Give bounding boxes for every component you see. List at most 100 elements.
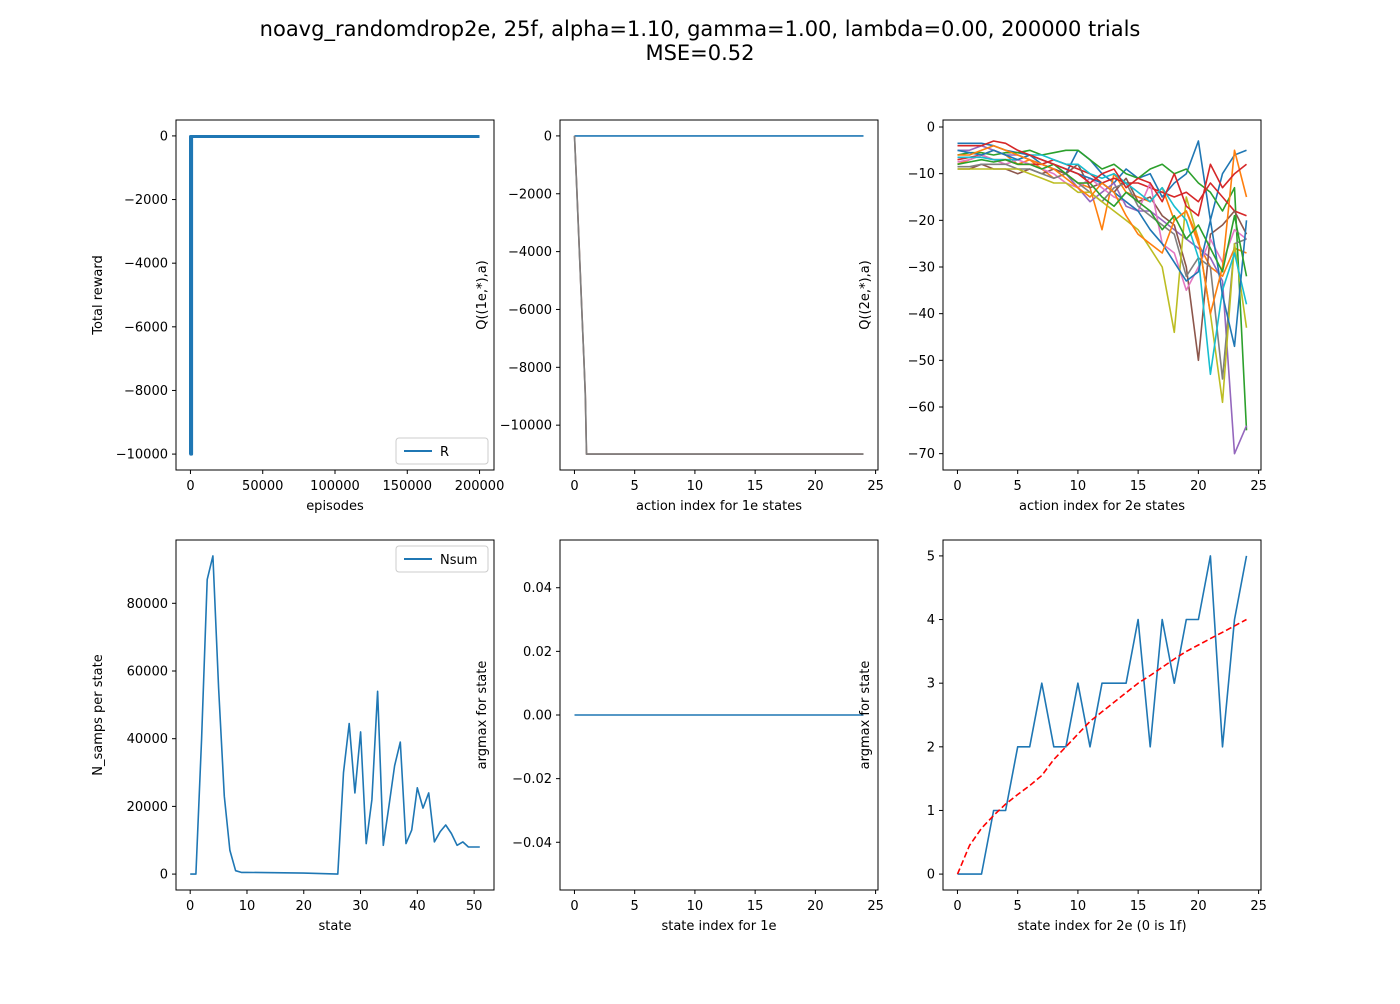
y-tick-label: 0 bbox=[160, 868, 168, 883]
x-tick-label: 20 bbox=[807, 899, 824, 914]
figure-subtitle-mse: MSE=0.52 bbox=[645, 41, 755, 65]
x-tick-label: 20 bbox=[807, 479, 824, 494]
series-line-8 bbox=[957, 168, 1248, 404]
y-tick-label: 4 bbox=[927, 613, 935, 628]
x-tick-label: 50000 bbox=[242, 479, 283, 494]
y-tick-label: −8000 bbox=[508, 361, 552, 376]
x-tick-label: 30 bbox=[352, 899, 369, 914]
x-tick-label: 10 bbox=[687, 479, 704, 494]
series-group bbox=[190, 555, 480, 875]
x-axis-label: action index for 1e states bbox=[636, 499, 802, 514]
series-line-2 bbox=[573, 135, 864, 455]
legend: Nsum bbox=[395, 545, 489, 573]
y-tick-label: 1 bbox=[927, 804, 935, 819]
legend-label: R bbox=[440, 445, 449, 460]
series-group bbox=[189, 135, 480, 456]
subplot-total-reward: 0 50000 100000 150000 200000 0 −2000 −4000 −6000… bbox=[91, 119, 505, 514]
y-tick-label: 0 bbox=[927, 121, 935, 136]
x-tick-label: 10 bbox=[1070, 479, 1087, 494]
series-line-r bbox=[189, 135, 480, 456]
y-tick-label: 3 bbox=[927, 677, 935, 692]
x-tick-label: 20 bbox=[295, 899, 312, 914]
x-axis-label: state index for 1e bbox=[661, 919, 776, 934]
axes-frame bbox=[942, 539, 1262, 891]
y-tick-label: −30 bbox=[908, 261, 935, 276]
x-axis-label: state index for 2e (0 is 1f) bbox=[1017, 919, 1186, 934]
x-tick-label: 5 bbox=[631, 899, 639, 914]
y-tick-label: 0 bbox=[160, 129, 168, 144]
x-tick-label: 15 bbox=[1130, 479, 1147, 494]
x-tick-label: 25 bbox=[867, 899, 884, 914]
y-tick-label: −2000 bbox=[508, 187, 552, 202]
x-tick-label: 0 bbox=[953, 899, 961, 914]
y-axis-label: Total reward bbox=[91, 255, 106, 336]
subplot-q-1e: 0 5 10 15 20 25 0 −2000 −4000 −6000 −8000 −10000 act… bbox=[475, 119, 884, 514]
x-tick-label: 40 bbox=[409, 899, 426, 914]
series-line-nsum bbox=[190, 555, 480, 875]
y-tick-label: 0.02 bbox=[523, 645, 552, 660]
x-tick-label: 0 bbox=[570, 479, 578, 494]
x-tick-label: 10 bbox=[1070, 899, 1087, 914]
series-line-13 bbox=[957, 140, 1247, 217]
x-tick-label: 10 bbox=[687, 899, 704, 914]
subplot-n-samps: 0 10 20 30 40 50 0 20000 40000 60000 80000 state N_s… bbox=[91, 539, 495, 934]
subplot-q-2e: 0 5 10 15 20 25 0 −10 −20 −30 −40 −50 −60 −70 action i… bbox=[858, 119, 1267, 514]
y-tick-label: −10 bbox=[908, 167, 935, 182]
x-tick-label: 0 bbox=[186, 899, 194, 914]
y-tick-label: 5 bbox=[927, 549, 935, 564]
y-tick-label: −6000 bbox=[508, 303, 552, 318]
x-tick-label: 15 bbox=[1130, 899, 1147, 914]
x-tick-label: 5 bbox=[631, 479, 639, 494]
y-axis-label: Q((1e,*),a) bbox=[475, 260, 490, 330]
axes-frame bbox=[559, 119, 879, 471]
y-tick-label: −4000 bbox=[508, 245, 552, 260]
x-tick-label: 25 bbox=[867, 479, 884, 494]
series-group bbox=[957, 140, 1248, 455]
series-line-12 bbox=[957, 158, 1248, 277]
x-tick-label: 5 bbox=[1014, 479, 1022, 494]
x-tick-label: 20 bbox=[1190, 899, 1207, 914]
series-line-2 bbox=[957, 149, 1248, 431]
x-tick-label: 20 bbox=[1190, 479, 1207, 494]
series-line-1 bbox=[956, 618, 1247, 875]
y-tick-label: −8000 bbox=[124, 384, 168, 399]
x-axis-label: action index for 2e states bbox=[1019, 499, 1185, 514]
x-tick-label: 0 bbox=[953, 479, 961, 494]
axes-frame bbox=[942, 119, 1262, 471]
y-tick-label: −60 bbox=[908, 401, 935, 416]
series-group bbox=[573, 135, 864, 455]
series-line-11 bbox=[957, 144, 1248, 315]
y-tick-label: −10000 bbox=[500, 419, 552, 434]
subplot-argmax-2e: 0 5 10 15 20 25 0 1 2 3 4 5 state index for 2e (0 is… bbox=[858, 539, 1267, 934]
y-axis-label: Q((2e,*),a) bbox=[858, 260, 873, 330]
y-tick-label: −0.02 bbox=[512, 772, 552, 787]
y-tick-label: 0.00 bbox=[523, 709, 552, 724]
y-tick-label: −2000 bbox=[124, 193, 168, 208]
y-tick-label: −0.04 bbox=[512, 836, 552, 851]
y-tick-label: −40 bbox=[908, 307, 935, 322]
y-tick-label: −20 bbox=[908, 214, 935, 229]
y-tick-label: 80000 bbox=[127, 597, 168, 612]
series-line-0 bbox=[957, 555, 1248, 875]
legend: R bbox=[395, 437, 489, 465]
y-tick-label: 0 bbox=[544, 129, 552, 144]
figure-title: noavg_randomdrop2e, 25f, alpha=1.10, gam… bbox=[259, 17, 1141, 41]
legend-label: Nsum bbox=[440, 553, 477, 568]
y-tick-label: 2 bbox=[927, 740, 935, 755]
x-tick-label: 50 bbox=[466, 899, 483, 914]
y-tick-label: 60000 bbox=[127, 664, 168, 679]
x-tick-label: 25 bbox=[1250, 479, 1267, 494]
y-axis-label: argmax for state bbox=[858, 661, 873, 770]
x-tick-label: 200000 bbox=[455, 479, 505, 494]
legend-box bbox=[395, 437, 489, 465]
y-axis-label: argmax for state bbox=[475, 661, 490, 770]
series-group bbox=[956, 555, 1248, 875]
x-tick-label: 0 bbox=[186, 479, 194, 494]
x-tick-label: 25 bbox=[1250, 899, 1267, 914]
x-tick-label: 5 bbox=[1014, 899, 1022, 914]
x-axis-label: episodes bbox=[306, 499, 364, 514]
y-axis-label: N_samps per state bbox=[91, 654, 106, 775]
y-tick-label: −4000 bbox=[124, 257, 168, 272]
